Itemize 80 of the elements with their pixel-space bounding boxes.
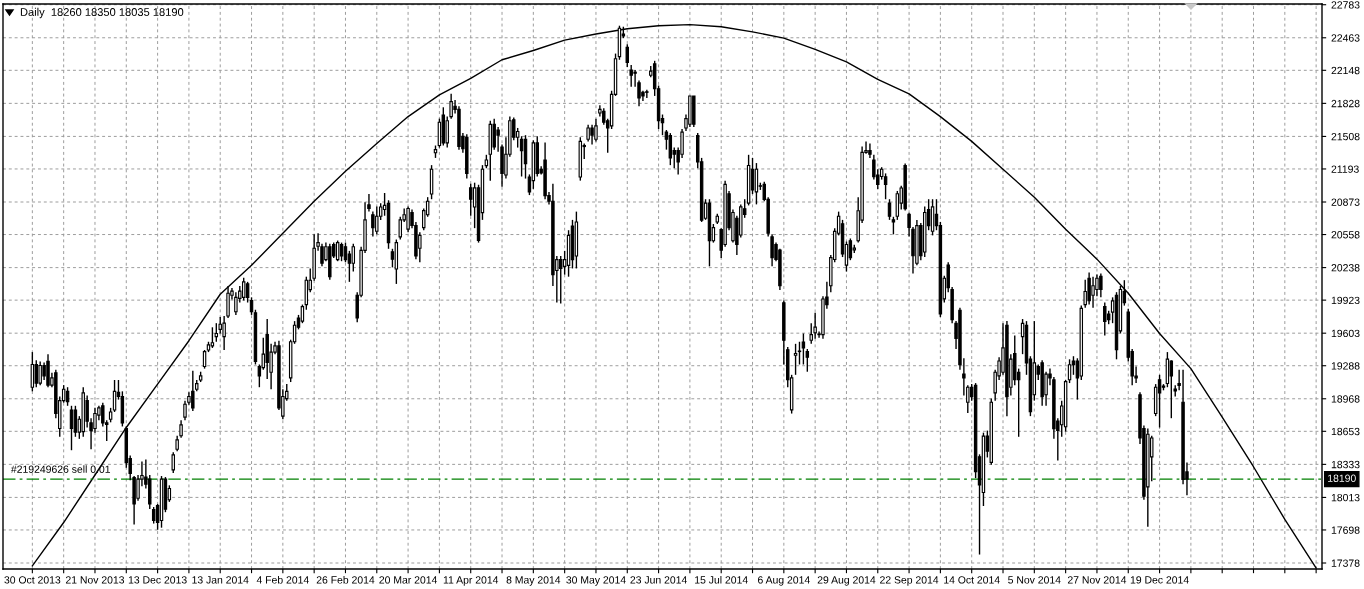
candlestick xyxy=(625,43,630,68)
candlestick xyxy=(883,172,888,200)
y-tick-label: 18653 xyxy=(1331,427,1360,436)
x-tick-label: 8 May 2014 xyxy=(506,576,561,586)
candlestick xyxy=(813,312,817,340)
x-tick-label: 4 Feb 2014 xyxy=(256,575,309,584)
x-tick-label: 29 Aug 2014 xyxy=(817,576,876,586)
x-tick-label: 23 Jun 2014 xyxy=(630,576,687,584)
candlestick xyxy=(1091,275,1095,309)
y-tick-label: 22148 xyxy=(1331,66,1360,75)
candlestick xyxy=(887,198,892,221)
y-tick-label: 20873 xyxy=(1331,198,1360,206)
candlestick xyxy=(375,205,379,236)
candlestick xyxy=(445,115,449,149)
candlestick xyxy=(868,142,872,159)
candlestick xyxy=(300,303,305,324)
y-tick-label: 21193 xyxy=(1331,165,1359,173)
candlestick xyxy=(559,255,563,305)
y-tick-label: 20558 xyxy=(1331,231,1360,239)
candlestick xyxy=(34,359,38,388)
candlestick xyxy=(1071,355,1076,376)
x-tick-label: 20 Mar 2014 xyxy=(379,576,438,584)
chart-title: Daily 18260 18350 18035 18190 xyxy=(20,7,184,19)
x-tick-label: 15 Jul 2014 xyxy=(695,575,748,584)
candlestick xyxy=(112,379,117,413)
x-tick-label: 13 Jan 2014 xyxy=(192,576,249,584)
x-tick-label: 11 Apr 2014 xyxy=(443,576,499,586)
candlestick xyxy=(191,369,195,412)
candlestick xyxy=(468,183,473,217)
y-tick-label: 17378 xyxy=(1331,559,1360,567)
candlestick xyxy=(629,64,633,88)
y-tick-label: 19288 xyxy=(1331,362,1360,370)
candlestick xyxy=(69,405,74,451)
x-tick-label: 21 Nov 2013 xyxy=(65,576,125,584)
x-tick-label: 13 Dec 2013 xyxy=(128,576,187,584)
candlestick xyxy=(645,89,649,99)
y-tick-label: 20238 xyxy=(1331,264,1360,272)
x-tick-label: 27 Nov 2014 xyxy=(1067,576,1127,584)
candlestick xyxy=(347,250,352,283)
candlestick xyxy=(449,93,453,120)
candlestick xyxy=(1103,301,1107,337)
candlestick xyxy=(492,117,496,151)
annotation: 18190 xyxy=(1328,474,1356,482)
x-tick-label: 30 Oct 2013 xyxy=(4,576,61,584)
candlestick xyxy=(245,281,250,304)
y-tick-label: 21508 xyxy=(1331,132,1360,141)
candlestick xyxy=(1157,374,1162,429)
candlestick xyxy=(210,326,215,349)
candlestick xyxy=(770,233,774,268)
x-tick-label: 30 May 2014 xyxy=(566,576,626,586)
y-tick-label: 22463 xyxy=(1331,34,1360,42)
candlestick xyxy=(38,360,42,386)
candlestick xyxy=(46,353,50,388)
candlestick xyxy=(73,405,78,438)
x-tick-label: 14 Oct 2014 xyxy=(944,576,1000,584)
candlestick xyxy=(1099,272,1103,299)
candlestick xyxy=(594,117,598,143)
y-tick-label: 18333 xyxy=(1331,460,1360,469)
candlestick xyxy=(1087,271,1091,306)
y-tick-label: 21828 xyxy=(1331,99,1360,108)
candlestick xyxy=(668,132,673,166)
candlestick xyxy=(406,205,410,233)
candlestick xyxy=(590,124,594,146)
x-tick-label: 22 Sep 2014 xyxy=(880,576,939,586)
candlestick xyxy=(339,241,344,262)
y-tick-label: 22783 xyxy=(1331,1,1360,9)
candlestick xyxy=(171,451,175,474)
x-tick-label: 6 Aug 2014 xyxy=(758,576,810,586)
candlestick xyxy=(797,341,802,366)
candlestick xyxy=(801,332,806,366)
x-tick-label: 19 Dec 2014 xyxy=(1130,576,1189,584)
candlestick xyxy=(371,210,375,238)
x-tick-label: 26 Feb 2014 xyxy=(316,575,375,584)
y-tick-label: 17698 xyxy=(1331,526,1360,534)
x-tick-label: 5 Nov 2014 xyxy=(1008,576,1061,584)
y-tick-label: 18968 xyxy=(1331,395,1360,403)
candlestick xyxy=(793,343,798,376)
y-tick-label: 18013 xyxy=(1331,493,1360,502)
y-tick-label: 19923 xyxy=(1331,296,1360,305)
y-tick-label: 19603 xyxy=(1331,329,1360,338)
